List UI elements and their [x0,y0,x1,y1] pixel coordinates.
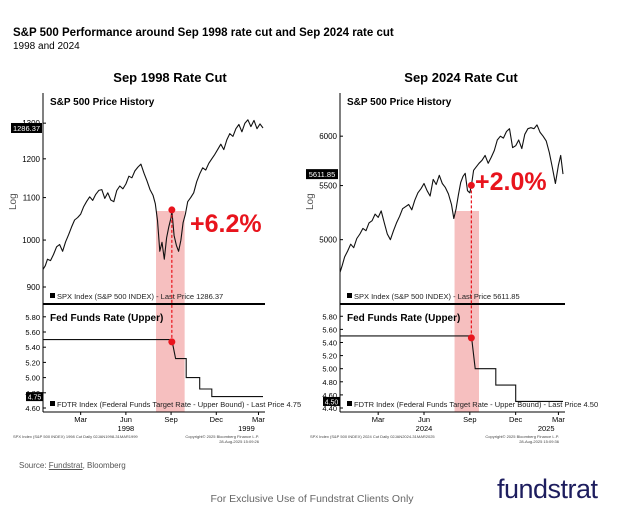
y-axis-label: Log [8,193,19,210]
source-suffix: , Bloomberg [82,461,126,470]
price-tick-label: 5000 [319,236,337,245]
bloomberg-timestamp: 28-Aug-2025 15:09:36 [519,439,560,444]
x-tick-label: Mar [552,415,565,424]
price-last-value-tag [306,169,338,180]
rate-last-value-tag [323,396,340,406]
source-link[interactable]: Fundstrat [48,461,83,470]
rate-marker [168,338,176,346]
rate-cut-highlight [454,211,479,412]
price-legend-swatch [50,293,55,298]
bloomberg-copyright: Copyright© 2025 Bloomberg Finance L.P. [185,434,259,439]
price-last-value-tag [11,122,42,133]
bloomberg-footnote: SPX Index (S&P 500 INDEX) 2024 Cut Daily… [310,434,435,439]
x-year-label: 2024 [416,424,433,433]
rate-tick-label: 4.40 [322,404,337,413]
fundstrat-logo: fundstrat [497,474,598,504]
price-tick-label: 1000 [22,236,40,245]
page-subtitle: 1998 and 2024 [13,41,80,52]
rate-panel-title: Fed Funds Rate (Upper) [347,313,460,324]
x-year-label: 1999 [238,424,255,433]
source-note: Source: Fundstrat, Bloomberg [19,461,126,470]
x-tick-label: Mar [252,415,265,424]
price-tick-label: 6000 [319,132,337,141]
fed-funds-line [43,339,263,398]
rate-tick-label: 4.60 [25,404,40,413]
x-tick-label: Jun [120,415,132,424]
chart-2024-title: Sep 2024 Rate Cut [404,70,518,85]
rate-last-value: 4.75 [28,395,42,402]
price-tick-label: 1100 [23,194,41,203]
performance-annotation: +2.0% [475,168,547,196]
x-tick-label: Dec [509,415,523,424]
footer-disclaimer: For Exclusive Use of Fundstrat Clients O… [210,493,414,505]
rate-tick-label: 5.20 [25,358,40,367]
bloomberg-footnote: SPX Index (S&P 500 INDEX) 1998 Cut Daily… [13,434,138,439]
price-last-value: 1286.37 [13,124,40,133]
page-title: S&P 500 Performance around Sep 1998 rate… [13,27,394,39]
price-legend: SPX Index (S&P 500 INDEX) - Last Price 5… [354,292,520,301]
x-tick-label: Jun [418,415,430,424]
rate-marker [467,334,475,342]
fed-funds-line [340,335,563,402]
rate-legend-swatch [50,401,55,406]
performance-annotation: +6.2% [190,210,262,238]
x-tick-label: Sep [463,415,476,424]
bloomberg-timestamp: 28-Aug-2025 15:09:26 [219,439,260,444]
price-panel-title: S&P 500 Price History [50,97,155,108]
rate-last-value-tag [26,392,43,402]
x-tick-label: Mar [74,415,87,424]
price-tick-label: 1200 [22,155,40,164]
x-year-label: 2025 [538,424,555,433]
price-marker [467,181,475,189]
rate-tick-label: 5.40 [25,343,40,352]
rate-legend: FDTR Index (Federal Funds Target Rate - … [354,400,598,409]
rate-tick-label: 5.60 [25,328,40,337]
x-tick-label: Dec [210,415,224,424]
rate-tick-label: 5.20 [322,352,337,361]
rate-legend-swatch [347,401,352,406]
rate-legend: FDTR Index (Federal Funds Target Rate - … [57,400,301,409]
source-prefix: Source: [19,461,49,470]
rate-tick-label: 4.80 [322,378,337,387]
x-year-label: 1998 [118,424,135,433]
rate-last-value: 4.50 [325,399,339,406]
spx-price-line [42,119,264,270]
rate-tick-label: 5.40 [322,338,337,347]
price-legend: SPX Index (S&P 500 INDEX) - Last Price 1… [57,292,223,301]
spx-price-line [339,124,564,273]
rate-tick-label: 5.80 [25,313,40,322]
price-marker [168,206,176,214]
x-tick-label: Mar [372,415,385,424]
bloomberg-copyright: Copyright© 2025 Bloomberg Finance L.P. [485,434,559,439]
rate-tick-label: 4.60 [322,391,337,400]
rate-panel-title: Fed Funds Rate (Upper) [50,313,163,324]
price-legend-swatch [347,293,352,298]
price-panel-title: S&P 500 Price History [347,97,452,108]
y-axis-label: Log [305,193,316,210]
rate-tick-label: 5.00 [322,365,337,374]
rate-tick-label: 5.80 [322,312,337,321]
x-tick-label: Sep [164,415,177,424]
price-tick-label: 5500 [319,182,337,191]
price-last-value: 5611.85 [309,170,336,179]
rate-tick-label: 5.60 [322,325,337,334]
rate-tick-label: 5.00 [25,374,40,383]
price-tick-label: 900 [27,283,41,292]
chart-1998-title: Sep 1998 Rate Cut [113,70,227,85]
